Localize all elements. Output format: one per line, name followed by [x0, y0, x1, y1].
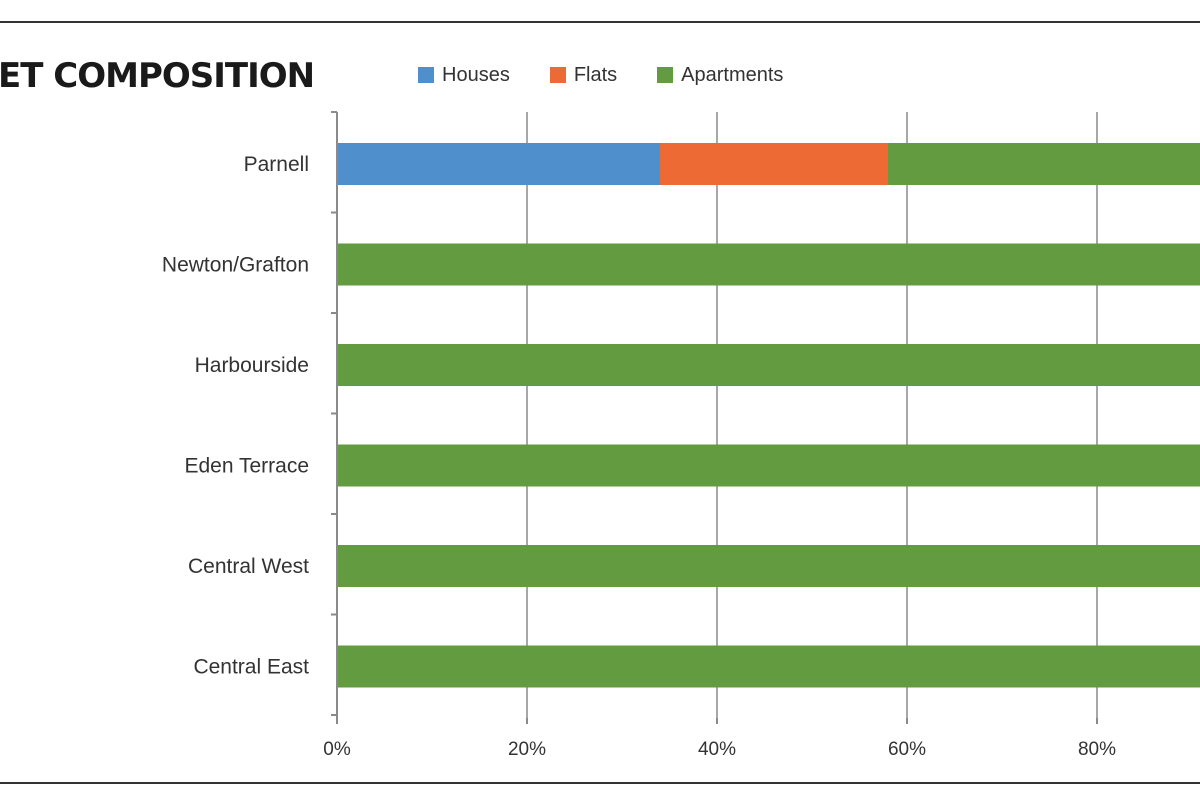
bar-newton-grafton-apartments	[337, 243, 1200, 286]
category-label-newton-grafton: Newton/Grafton	[162, 254, 309, 277]
x-tick-label-60: 60%	[888, 739, 926, 760]
legend-label-flats: Flats	[573, 63, 618, 86]
bar-parnell-apartments	[888, 143, 1200, 185]
x-tick-label-20: 20%	[508, 739, 546, 760]
x-tick-label-0: 0%	[323, 739, 351, 760]
category-label-parnell: Parnell	[244, 153, 309, 176]
frame-bottom-border	[0, 782, 1200, 784]
chart-title: ET COMPOSITION	[0, 56, 315, 96]
category-label-central-east: Central East	[193, 656, 309, 679]
bar-central-west-apartments	[337, 545, 1200, 587]
category-label-eden-terrace: Eden Terrace	[184, 455, 309, 478]
bar-central-east-apartments	[337, 645, 1200, 688]
frame-top-border	[0, 21, 1200, 23]
legend-item-apartments: Apartments	[657, 64, 783, 87]
legend: Houses Flats Apartments	[418, 62, 823, 88]
bar-parnell-flats	[660, 143, 888, 185]
category-label-harbourside: Harbourside	[195, 354, 309, 377]
category-label-central-west: Central West	[188, 555, 309, 578]
legend-swatch-houses	[418, 67, 434, 83]
x-tick-label-40: 40%	[698, 739, 736, 760]
legend-item-houses: Houses	[418, 64, 510, 87]
legend-swatch-apartments	[657, 67, 674, 83]
legend-swatch-flats	[549, 67, 566, 83]
legend-label-houses: Houses	[442, 63, 510, 86]
legend-item-flats: Flats	[549, 63, 618, 87]
bar-eden-terrace-apartments	[337, 444, 1200, 487]
bar-harbourside-apartments	[337, 344, 1200, 386]
x-tick-label-80: 80%	[1078, 739, 1116, 760]
legend-label-apartments: Apartments	[681, 63, 784, 86]
bar-parnell-houses	[337, 143, 660, 185]
